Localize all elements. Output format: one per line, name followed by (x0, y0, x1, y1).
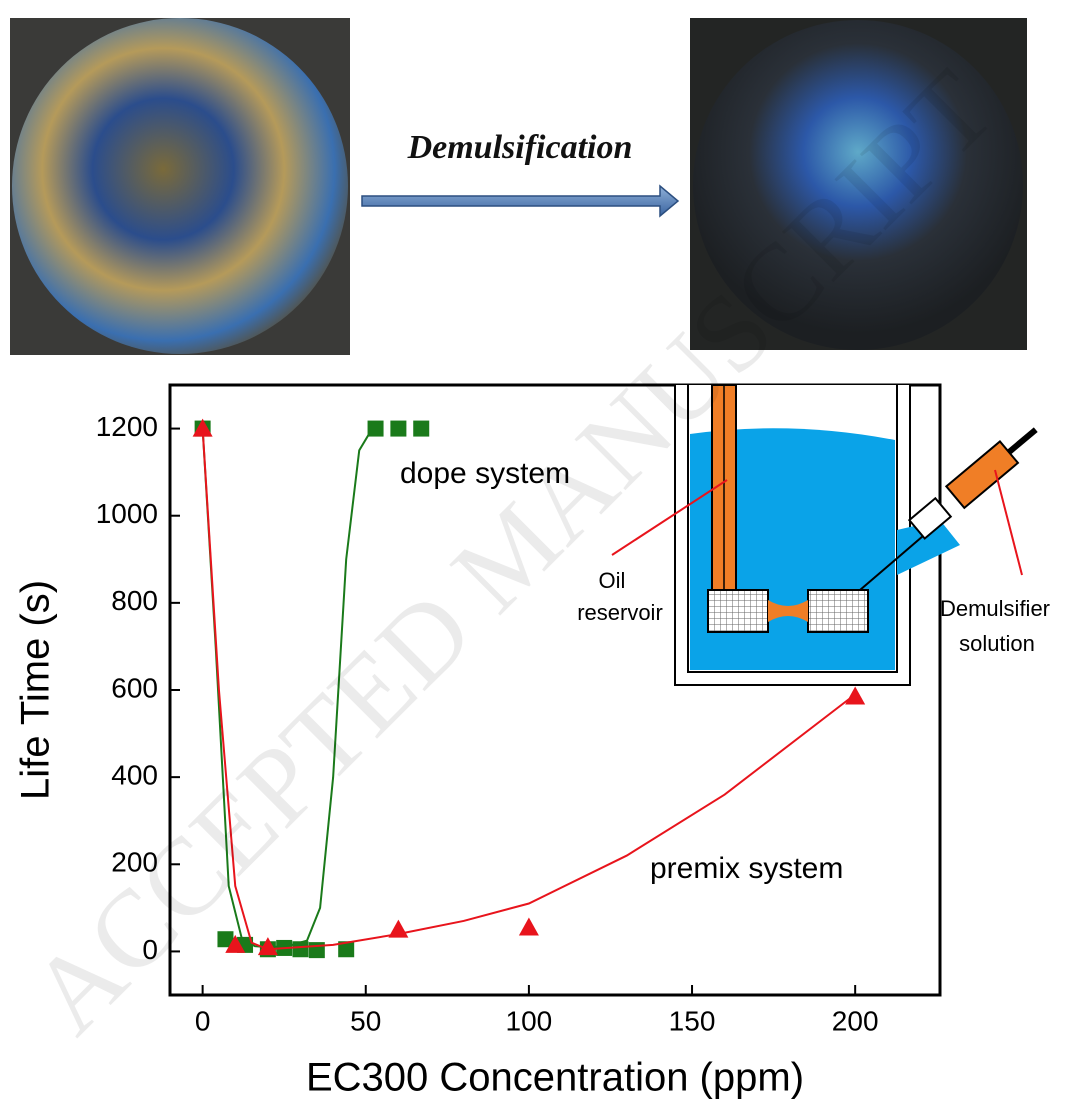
arrow (362, 186, 678, 216)
y-axis-title: Life Time (s) (14, 580, 58, 800)
inset-label: Oil (599, 568, 626, 593)
marker (309, 942, 325, 958)
y-tick-label: 1200 (96, 411, 158, 442)
syringe (908, 419, 1045, 540)
marker (368, 421, 384, 437)
y-tick-label: 400 (111, 760, 158, 791)
y-tick-label: 600 (111, 672, 158, 703)
marker (388, 920, 408, 938)
marker (413, 421, 429, 437)
marker (845, 687, 865, 705)
x-tick-label: 100 (506, 1005, 553, 1036)
inset-label: Demulsifier (940, 596, 1050, 621)
y-tick-label: 800 (111, 585, 158, 616)
pointer (995, 470, 1022, 575)
mesh-right (808, 590, 868, 632)
x-tick-label: 0 (195, 1005, 211, 1036)
marker (390, 421, 406, 437)
marker (519, 917, 539, 935)
image-before-film (12, 18, 348, 354)
marker (293, 941, 309, 957)
mesh-left (708, 590, 768, 632)
y-tick-label: 1000 (96, 498, 158, 529)
inset-label: reservoir (577, 600, 663, 625)
arrow-label: Demulsification (407, 129, 633, 166)
inset-label: solution (959, 631, 1035, 656)
series-label: premix system (650, 852, 843, 885)
figure: Demulsification 020040060080010001200050… (0, 0, 1074, 1115)
x-tick-label: 150 (669, 1005, 716, 1036)
x-tick-label: 200 (832, 1005, 879, 1036)
x-axis-title: EC300 Concentration (ppm) (306, 1056, 804, 1100)
x-tick-label: 50 (350, 1005, 381, 1036)
